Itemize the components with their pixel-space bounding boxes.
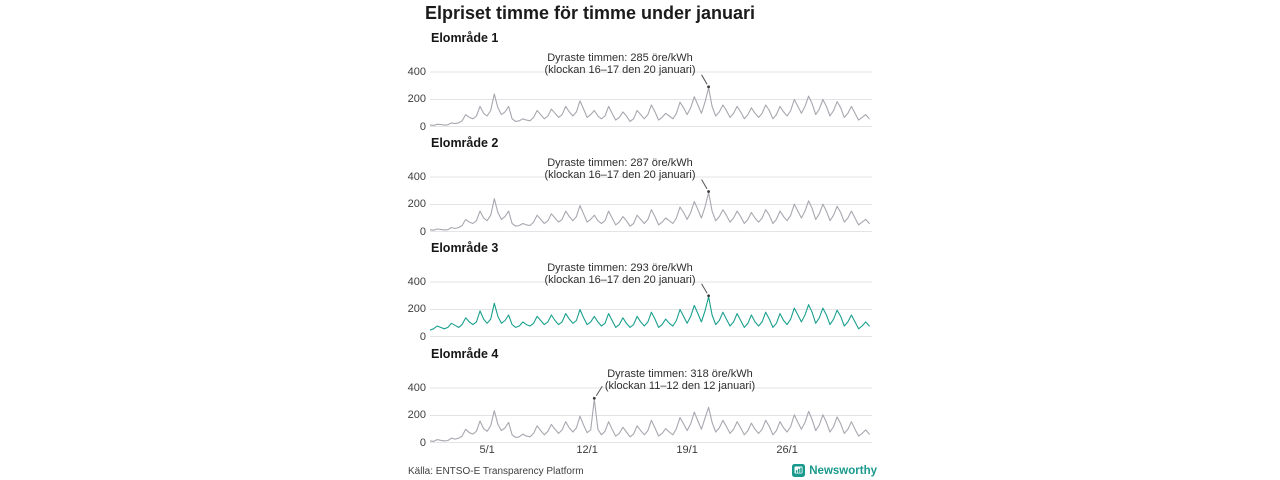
annotation-pointer	[701, 179, 708, 190]
y-tick-label: 200	[407, 303, 426, 315]
price-line	[430, 398, 870, 442]
peak-annotation: Dyraste timmen: 318 öre/kWh (klockan 11–1…	[605, 368, 755, 392]
panel-title: Elområde 1	[431, 31, 499, 45]
peak-annotation-line1: Dyraste timmen: 285 öre/kWh	[547, 52, 693, 64]
panel-title: Elområde 4	[431, 347, 499, 361]
y-tick-label: 400	[407, 381, 426, 394]
peak-annotation: Dyraste timmen: 293 öre/kWh (klockan 16–1…	[544, 262, 695, 286]
panel-3: Elområde 3 400 200 0 Dyraste timmen: 293 öre…	[400, 240, 880, 345]
peak-annotation-line2: (klockan 16–17 den 20 januari)	[544, 64, 696, 76]
peak-annotation-line1: Dyraste timmen: 293 öre/kWh	[547, 262, 693, 274]
price-line	[430, 191, 870, 231]
panel-1: Elområde 1 400 200 0 Dyraste timmen: 285 öre…	[400, 30, 880, 135]
brand-name: Newsworthy	[809, 464, 877, 477]
y-tick-label: 0	[419, 436, 426, 449]
annotation-pointer	[701, 74, 708, 85]
x-tick-label: 19/1	[676, 444, 698, 456]
y-tick-label: 200	[407, 409, 426, 421]
peak-annotation-line2: (klockan 16–17 den 20 januari)	[544, 169, 696, 181]
peak-dot	[707, 294, 710, 298]
peak-annotation-line1: Dyraste timmen: 287 öre/kWh	[547, 157, 693, 169]
chart-title: Elpriset timme för timme under januari	[424, 3, 756, 23]
price-line	[430, 296, 870, 331]
newsworthy-brand: Newsworthy	[792, 464, 877, 477]
peak-annotation-line1: Dyraste timmen: 318 öre/kWh	[607, 368, 753, 380]
peak-annotation: Dyraste timmen: 287 öre/kWh (klockan 16–1…	[544, 157, 695, 181]
peak-annotation: Dyraste timmen: 285 öre/kWh (klockan 16–1…	[544, 52, 695, 76]
y-tick-label: 0	[419, 330, 426, 343]
peak-dot	[592, 396, 596, 400]
panel-title: Elområde 2	[431, 136, 499, 150]
y-tick-label: 400	[407, 275, 426, 288]
y-tick-label: 0	[419, 120, 426, 133]
price-line	[430, 87, 870, 126]
panel-2: Elområde 2 400 200 0 Dyraste timmen: 287 öre…	[400, 135, 880, 240]
annotation-pointer	[595, 386, 603, 397]
x-axis-ticks: 5/1 12/1 19/1 26/1	[400, 444, 880, 458]
newsworthy-logo-icon	[792, 464, 806, 477]
peak-annotation-line2: (klockan 16–17 den 20 januari)	[544, 274, 696, 286]
y-tick-label: 400	[407, 170, 426, 183]
x-tick-label: 26/1	[776, 444, 798, 456]
source-credit: Källa: ENTSO-E Transparency Platform	[408, 466, 584, 477]
footer: Källa: ENTSO-E Transparency Platform New…	[400, 464, 880, 480]
line-chart-elomrade-4	[430, 386, 872, 443]
peak-dot	[707, 85, 710, 89]
line-chart-elomrade-2	[430, 176, 872, 232]
panel-4: Elområde 4 400 200 0 Dyraste timmen: 318 öre…	[400, 346, 880, 451]
peak-annotation-line2: (klockan 11–12 den 12 januari)	[604, 380, 756, 392]
y-tick-label: 200	[407, 198, 426, 210]
annotation-pointer	[701, 283, 708, 294]
x-tick-label: 5/1	[479, 444, 495, 456]
y-tick-label: 0	[419, 225, 426, 238]
y-tick-label: 400	[407, 65, 426, 78]
x-tick-label: 12/1	[576, 444, 598, 456]
panel-title: Elområde 3	[431, 241, 499, 255]
y-tick-label: 200	[407, 93, 426, 105]
figure: Elpriset timme för timme under januari E…	[400, 0, 880, 480]
line-chart-elomrade-3	[430, 281, 872, 337]
line-chart-elomrade-1	[430, 71, 872, 127]
peak-dot	[707, 190, 710, 193]
